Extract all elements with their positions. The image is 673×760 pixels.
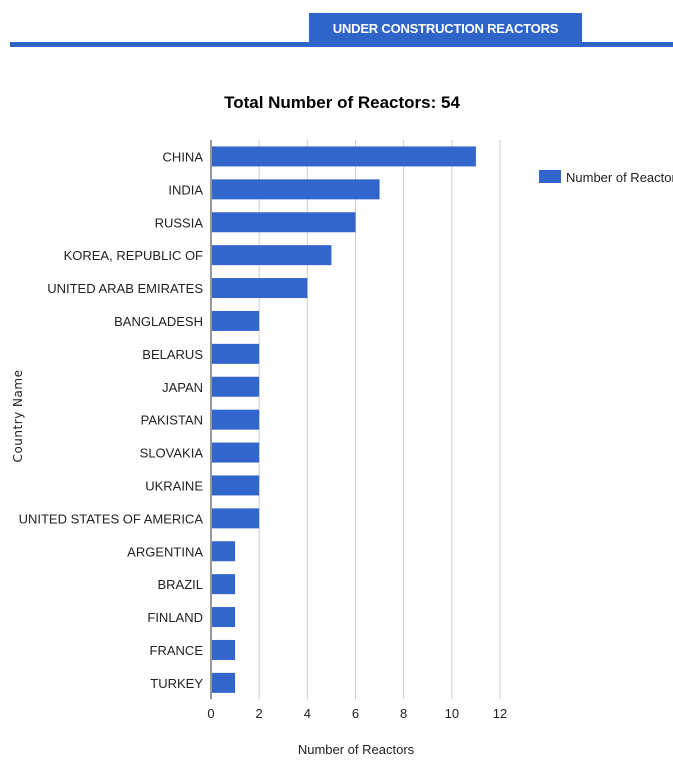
category-label: JAPAN — [162, 380, 203, 395]
x-tick-label: 8 — [400, 706, 407, 721]
category-label: INDIA — [168, 182, 203, 197]
bar — [212, 212, 356, 233]
bar — [212, 639, 236, 660]
x-tick-labels: 0 2 4 6 8 10 12 — [207, 706, 507, 721]
bar — [212, 343, 260, 364]
bar — [212, 607, 236, 628]
x-tick-label: 4 — [304, 706, 311, 721]
category-label: RUSSIA — [155, 215, 204, 230]
chart-title: Total Number of Reactors: 54 — [224, 93, 460, 112]
bar — [212, 475, 260, 496]
category-label: PAKISTAN — [141, 413, 203, 428]
category-label: UKRAINE — [145, 478, 203, 493]
bar — [212, 574, 236, 595]
category-label: FRANCE — [150, 643, 204, 658]
category-labels: CHINA INDIA RUSSIA KOREA, REPUBLIC OF UNITED… — [19, 149, 204, 690]
category-label: KOREA, REPUBLIC OF — [64, 248, 203, 263]
gridlines — [210, 140, 501, 700]
bar — [212, 310, 260, 331]
category-label: SLOVAKIA — [140, 446, 204, 461]
legend-swatch — [539, 170, 561, 183]
x-tick-label: 6 — [352, 706, 359, 721]
category-label: BANGLADESH — [114, 314, 203, 329]
bar — [212, 672, 236, 693]
header-rule — [10, 42, 673, 47]
bar — [212, 278, 308, 299]
x-axis-label: Number of Reactors — [298, 742, 415, 757]
bar — [212, 541, 236, 562]
y-axis-label: Country Name — [11, 370, 25, 463]
category-label: BELARUS — [142, 347, 203, 362]
category-label: UNITED STATES OF AMERICA — [19, 511, 204, 526]
bar — [212, 508, 260, 529]
category-label: TURKEY — [150, 676, 203, 691]
legend-label: Number of Reactors — [566, 170, 673, 185]
x-tick-label: 0 — [207, 706, 214, 721]
x-tick-label: 12 — [493, 706, 507, 721]
x-tick-label: 2 — [256, 706, 263, 721]
bars — [212, 146, 476, 693]
bar — [212, 376, 260, 397]
category-label: UNITED ARAB EMIRATES — [47, 281, 203, 296]
tab-under-construction-reactors[interactable]: UNDER CONSTRUCTION REACTORS — [309, 13, 582, 43]
bar — [212, 245, 332, 266]
category-label: CHINA — [163, 149, 204, 164]
bar — [212, 409, 260, 430]
x-tick-label: 10 — [445, 706, 459, 721]
category-label: BRAZIL — [157, 577, 203, 592]
category-label: ARGENTINA — [127, 544, 203, 559]
bar — [212, 146, 476, 167]
bar — [212, 442, 260, 463]
category-label: FINLAND — [147, 610, 203, 625]
bar — [212, 179, 380, 200]
